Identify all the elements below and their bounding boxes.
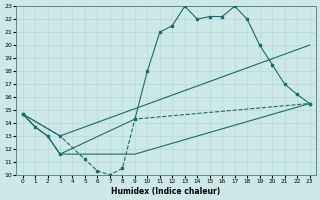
X-axis label: Humidex (Indice chaleur): Humidex (Indice chaleur): [111, 187, 221, 196]
